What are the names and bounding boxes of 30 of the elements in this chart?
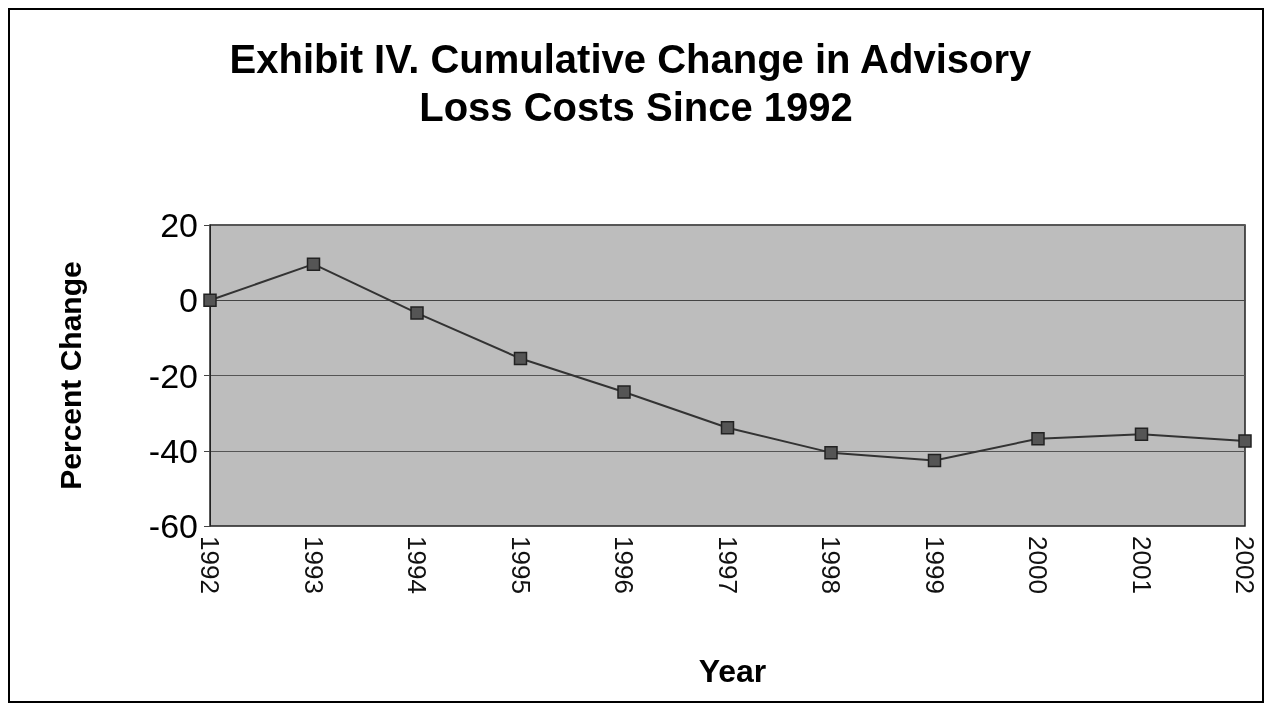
y-tick-label: -20 [148, 356, 198, 395]
point [410, 306, 424, 320]
x-tick-label: 1997 [712, 536, 743, 594]
x-tick-label: 1992 [195, 536, 225, 594]
x-tick-label: 2001 [1126, 536, 1157, 594]
x-tick-label: 2000 [1023, 536, 1053, 594]
point [824, 445, 838, 460]
point [720, 421, 735, 435]
y-tick-label: -60 [148, 507, 198, 545]
point [617, 385, 631, 399]
chart-title: Exhibit IV. Cumulative Change in Advisory Loss Costs Since 1992 [229, 37, 1043, 129]
x-tick-label: 1995 [505, 536, 536, 594]
x-tick-label: 1994 [402, 536, 432, 594]
x-axis-title: Year [698, 653, 767, 689]
x-tick-label: 1993 [298, 536, 329, 594]
y-tick-label: 20 [160, 206, 198, 244]
point [203, 293, 217, 307]
x-tick-label: 1996 [609, 536, 639, 594]
point [927, 453, 942, 468]
point [1134, 427, 1149, 441]
x-tick-label: 1998 [816, 536, 846, 594]
point [1031, 431, 1045, 446]
y-tick-label: 0 [179, 281, 198, 320]
point [513, 351, 528, 366]
x-tick-label: 2002 [1230, 536, 1260, 594]
y-tick-label: -40 [148, 431, 198, 470]
y-axis-title: Percent Change [53, 261, 87, 490]
point [1238, 434, 1252, 448]
x-tick-label: 1999 [919, 536, 950, 594]
point [306, 257, 321, 271]
